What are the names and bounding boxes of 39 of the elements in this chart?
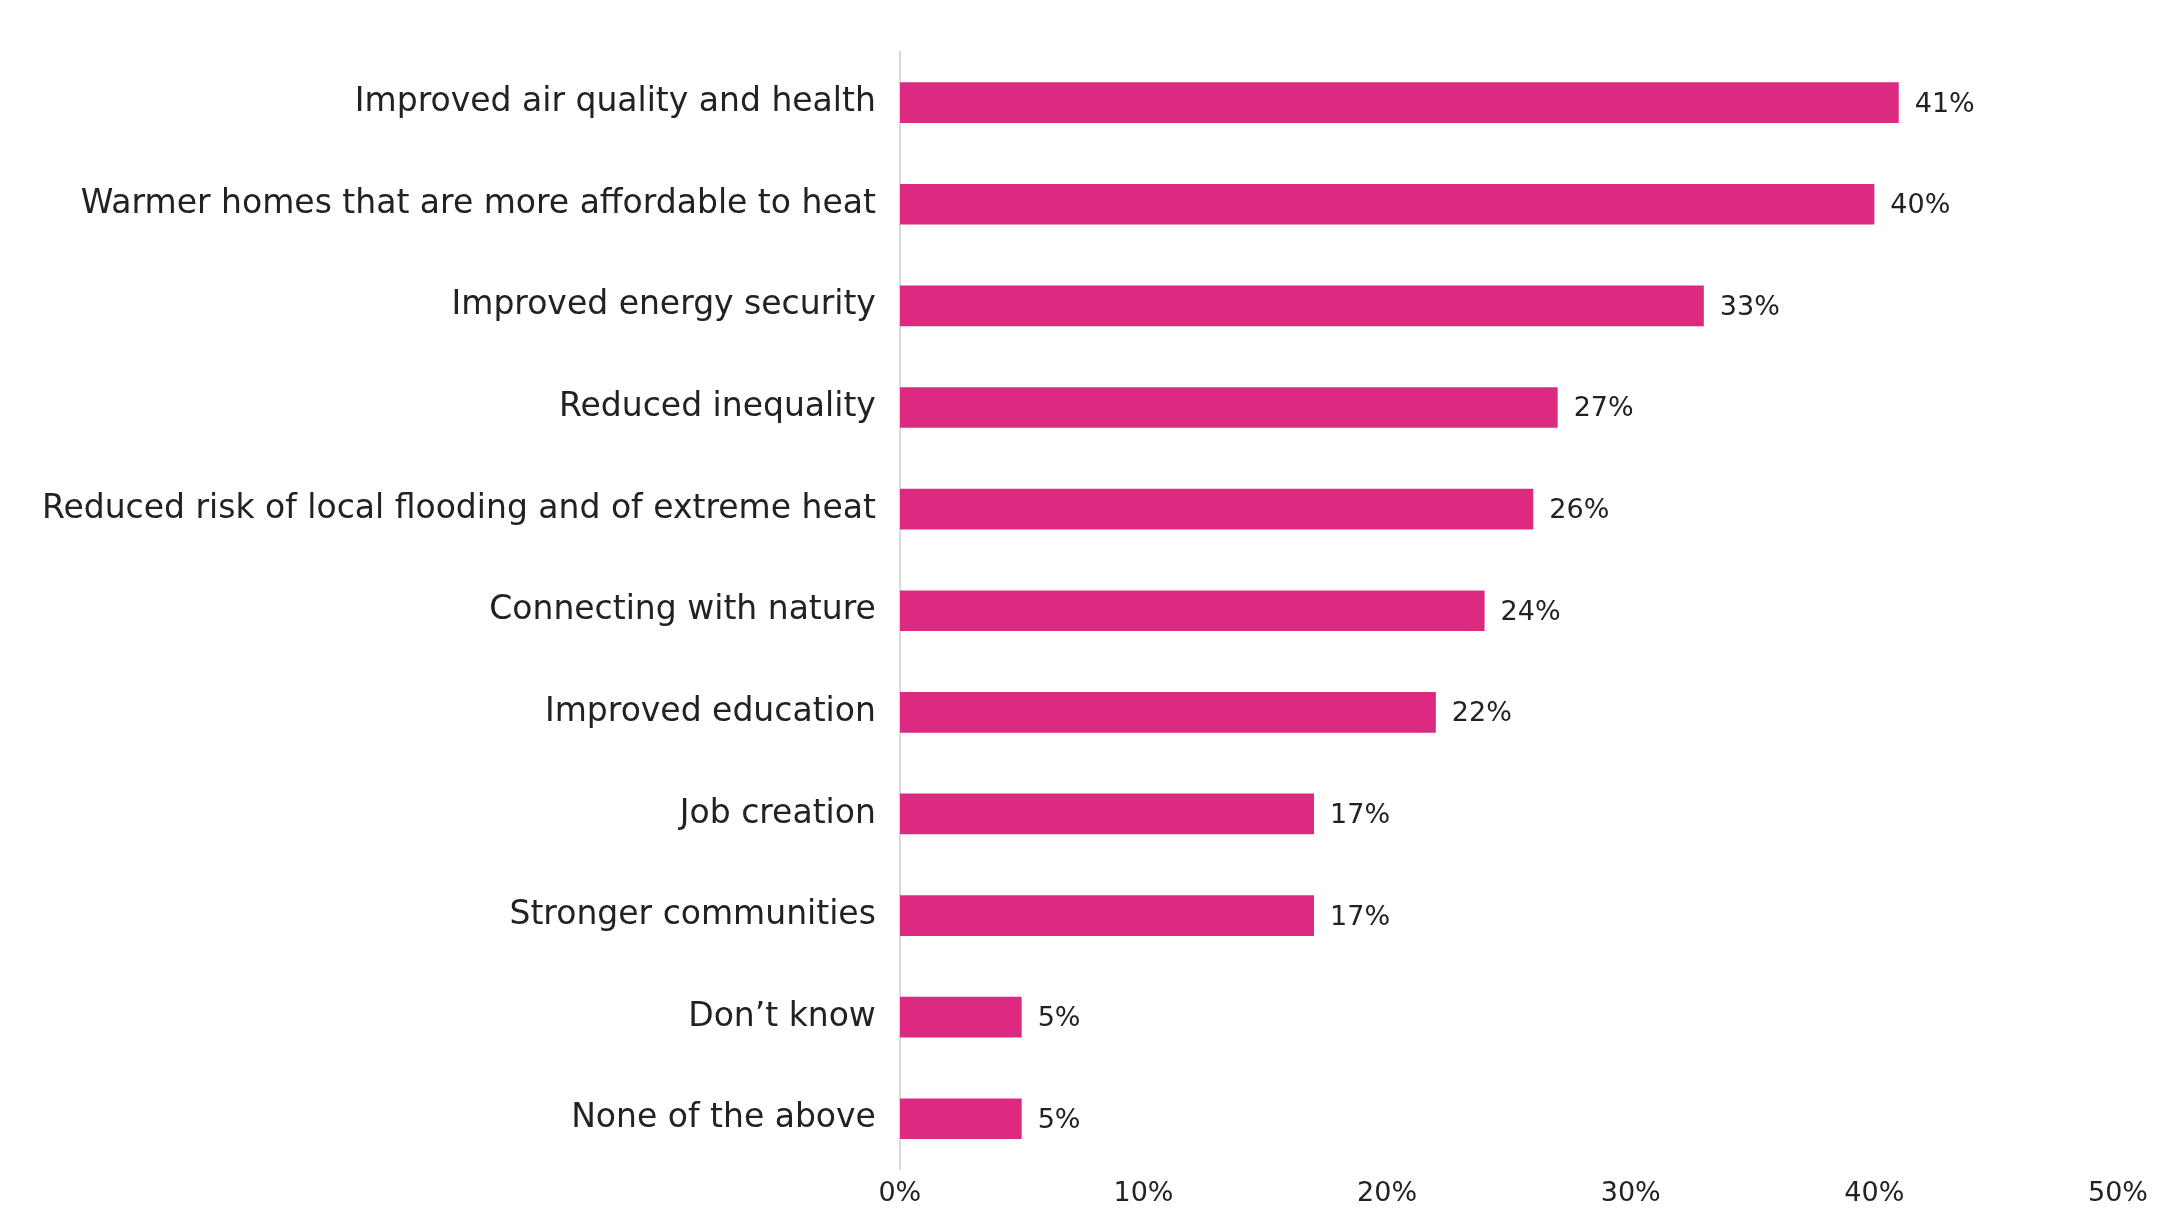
y-tick-label: None of the above	[571, 1096, 876, 1136]
data-label: 27%	[1573, 391, 1634, 423]
bar	[899, 285, 1704, 327]
bar	[899, 488, 1534, 530]
x-tick-label: 30%	[1600, 1175, 1661, 1207]
y-tick-label: Don’t know	[688, 994, 876, 1034]
bar	[899, 183, 1875, 225]
y-tick-label: Reduced inequality	[559, 385, 876, 425]
bar	[899, 692, 1436, 733]
bar	[899, 1098, 1022, 1140]
x-tick-label: 20%	[1357, 1175, 1418, 1207]
y-tick-label: Improved education	[544, 689, 876, 729]
bar	[899, 793, 1315, 835]
y-tick-label: Warmer homes that are more affordable to heat	[80, 181, 876, 221]
data-label: 24%	[1500, 594, 1561, 626]
bar	[899, 590, 1485, 632]
y-tick-label: Improved air quality and health	[354, 80, 876, 120]
x-tick-label: 0%	[878, 1175, 922, 1207]
x-tick-label: 10%	[1113, 1175, 1174, 1207]
bar	[899, 895, 1315, 936]
x-tick-label: 40%	[1844, 1175, 1905, 1207]
y-tick-label: Reduced risk of local flooding and of extreme heat	[41, 486, 876, 526]
y-tick-label: Job creation	[677, 791, 876, 831]
y-tick-label: Improved energy security	[451, 283, 876, 323]
data-label: 40%	[1890, 188, 1951, 220]
y-tick-label: Stronger communities	[509, 893, 876, 933]
bar	[899, 387, 1558, 428]
data-label: 26%	[1549, 493, 1610, 525]
y-tick-label: Connecting with nature	[489, 588, 876, 628]
data-label: 17%	[1330, 797, 1391, 829]
bar	[899, 82, 1899, 123]
x-tick-label: 50%	[2087, 1175, 2149, 1207]
bar	[899, 996, 1022, 1038]
data-label: 17%	[1330, 899, 1391, 931]
data-label: 22%	[1451, 696, 1512, 728]
data-label: 5%	[1037, 1001, 1081, 1033]
data-label: 41%	[1914, 86, 1975, 118]
data-label: 5%	[1037, 1102, 1081, 1134]
data-label: 33%	[1719, 289, 1780, 321]
